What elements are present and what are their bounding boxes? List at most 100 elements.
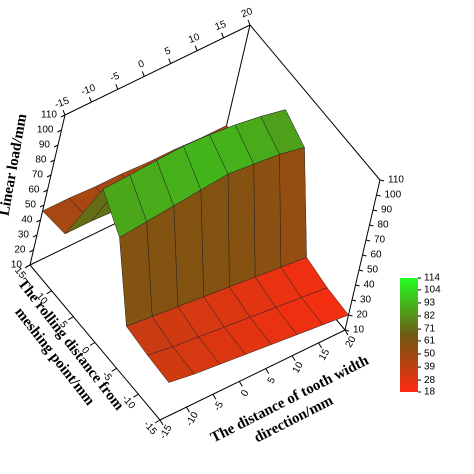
y-tick <box>89 342 96 346</box>
z-tick <box>379 179 385 182</box>
colorbar-tick-label: 104 <box>424 285 441 296</box>
z-tick <box>351 299 357 302</box>
z-tick <box>43 189 48 193</box>
z-tick-label: 80 <box>35 155 47 166</box>
x-tick <box>221 32 225 39</box>
surface-patch <box>147 346 195 383</box>
x-tick <box>212 394 217 400</box>
x-tick-label: 20 <box>344 334 359 350</box>
z-tick <box>358 269 364 272</box>
z-tick-label: 100 <box>385 190 402 201</box>
x-tick-label: 5 <box>266 375 279 386</box>
z-tick-label: 10 <box>353 325 365 336</box>
x-tick-label: 15 <box>214 19 229 33</box>
z-tick <box>355 284 360 287</box>
x-tick <box>291 355 296 361</box>
box-edge <box>64 24 251 116</box>
y-axis-title: The rolling distance from <box>14 276 127 414</box>
colorbar-tick-label: 61 <box>424 336 436 347</box>
y-tick <box>111 367 117 372</box>
z-tick-label: 20 <box>14 245 26 256</box>
x-tick <box>194 45 198 51</box>
colorbar <box>400 278 418 392</box>
z-tick <box>39 204 45 208</box>
z-tick-label: 70 <box>374 235 386 246</box>
x-tick-label: 5 <box>163 45 172 57</box>
z-tick-label: 30 <box>18 230 30 241</box>
z-tick-label: 110 <box>388 175 404 186</box>
x-tick <box>344 329 349 336</box>
z-tick <box>372 209 378 212</box>
z-tick-label: 110 <box>41 110 57 121</box>
surface-patch <box>253 153 282 278</box>
x-tick-label: 10 <box>291 360 306 376</box>
z-tick-label: 80 <box>378 220 390 231</box>
x-tick-label: -10 <box>184 410 201 428</box>
y-tick <box>154 419 161 424</box>
surface-patch <box>227 163 256 288</box>
x-tick <box>88 96 92 103</box>
z-tick <box>369 224 374 227</box>
z-tick <box>46 174 52 178</box>
z-tick <box>53 144 59 148</box>
z-tick-label: 50 <box>25 200 37 211</box>
z-tick-label: 60 <box>28 185 40 196</box>
y-tick <box>68 316 74 321</box>
x-tick-label: -5 <box>212 399 226 413</box>
x-tick-label: 10 <box>187 32 202 46</box>
colorbar-tick-label: 50 <box>424 349 436 360</box>
z-tick <box>348 314 353 317</box>
x-tick-label: 20 <box>240 6 255 20</box>
colorbar-tick-label: 82 <box>424 311 436 322</box>
x-tick-label: -15 <box>158 423 175 441</box>
z-tick-label: 50 <box>367 265 379 276</box>
surface-patch <box>119 221 153 327</box>
x-tick-label: -5 <box>109 71 122 85</box>
surface-patch <box>200 173 230 298</box>
z-tick-label: 90 <box>381 205 393 216</box>
surface <box>42 109 349 383</box>
z-tick <box>32 234 38 238</box>
x-tick <box>238 381 243 387</box>
x-tick-label: -15 <box>53 95 71 110</box>
x-tick <box>62 109 66 116</box>
colorbar-tick-label: 71 <box>424 324 436 335</box>
x-tick <box>318 342 323 349</box>
y-tick <box>24 264 31 269</box>
x-tick <box>141 71 145 77</box>
z-tick-label: 40 <box>21 215 33 226</box>
surface-patch <box>173 189 204 307</box>
x-tick <box>115 84 119 90</box>
z-tick-label: 90 <box>39 140 51 151</box>
box-edge <box>249 24 381 181</box>
z-tick <box>60 114 66 118</box>
z-tick <box>36 219 41 223</box>
z-tick-label: 20 <box>357 310 369 321</box>
z-tick <box>50 159 55 163</box>
z-tick-label: 40 <box>364 280 376 291</box>
colorbar-tick-label: 18 <box>424 387 436 398</box>
z-tick <box>365 239 371 242</box>
x-tick <box>185 406 190 413</box>
y-tick-label: 5 <box>57 319 69 331</box>
colorbar-tick-label: 93 <box>424 298 436 309</box>
surface-patch <box>279 147 307 268</box>
colorbar-tick-label: 114 <box>424 273 440 284</box>
y-tick <box>133 393 139 398</box>
x-axis-title: The distance of tooth width <box>208 352 372 446</box>
z-tick <box>362 254 367 257</box>
z-tick-label: 60 <box>371 250 383 261</box>
x-tick-label: 15 <box>317 347 332 363</box>
z-tick <box>29 249 34 253</box>
x-tick <box>265 368 270 374</box>
x-tick <box>168 58 172 64</box>
box-edge <box>159 329 346 421</box>
x-tick-label: 0 <box>239 388 252 399</box>
z-tick-label: 30 <box>360 295 372 306</box>
y-tick-label: 0 <box>79 345 91 357</box>
z-tick <box>57 129 62 133</box>
z-tick-label: 10 <box>11 260 23 271</box>
x-tick-label: 0 <box>137 58 146 70</box>
